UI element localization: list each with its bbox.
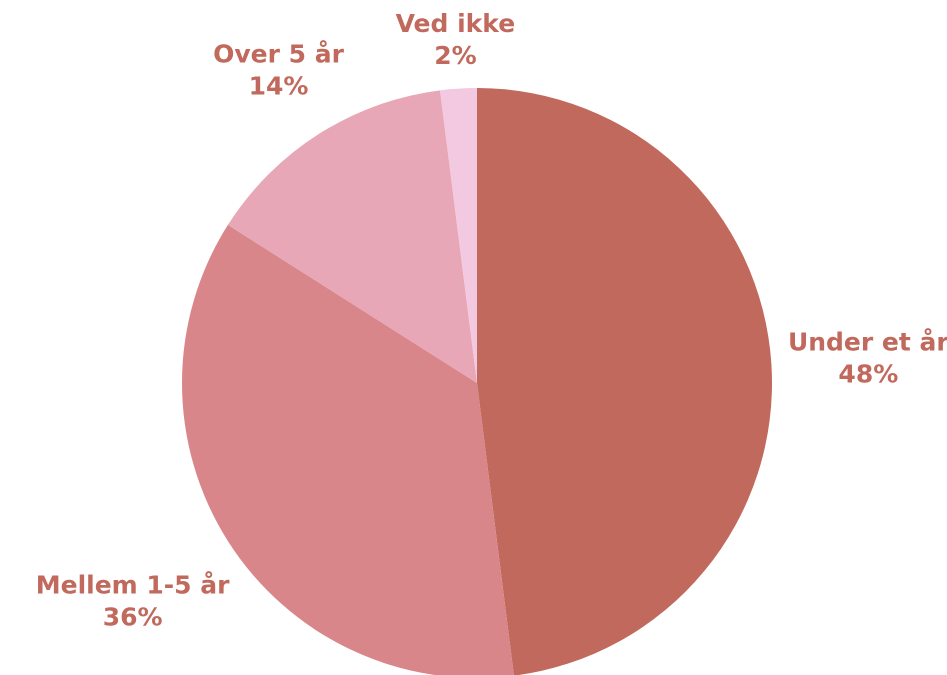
- pie-slice: [227, 90, 477, 383]
- pie-slice: [477, 88, 772, 675]
- pie-slice: [440, 88, 477, 383]
- slice-label: Mellem 1-5 år: [36, 571, 230, 600]
- slice-label: Ved ikke: [396, 9, 516, 38]
- slice-label: Over 5 år: [213, 39, 345, 68]
- value-label: 2%: [434, 41, 476, 70]
- value-label: 48%: [838, 359, 898, 388]
- value-label: 14%: [249, 71, 309, 100]
- value-label: 36%: [103, 603, 163, 632]
- pie-slice: [182, 224, 514, 675]
- slice-label: Under et år: [788, 327, 947, 356]
